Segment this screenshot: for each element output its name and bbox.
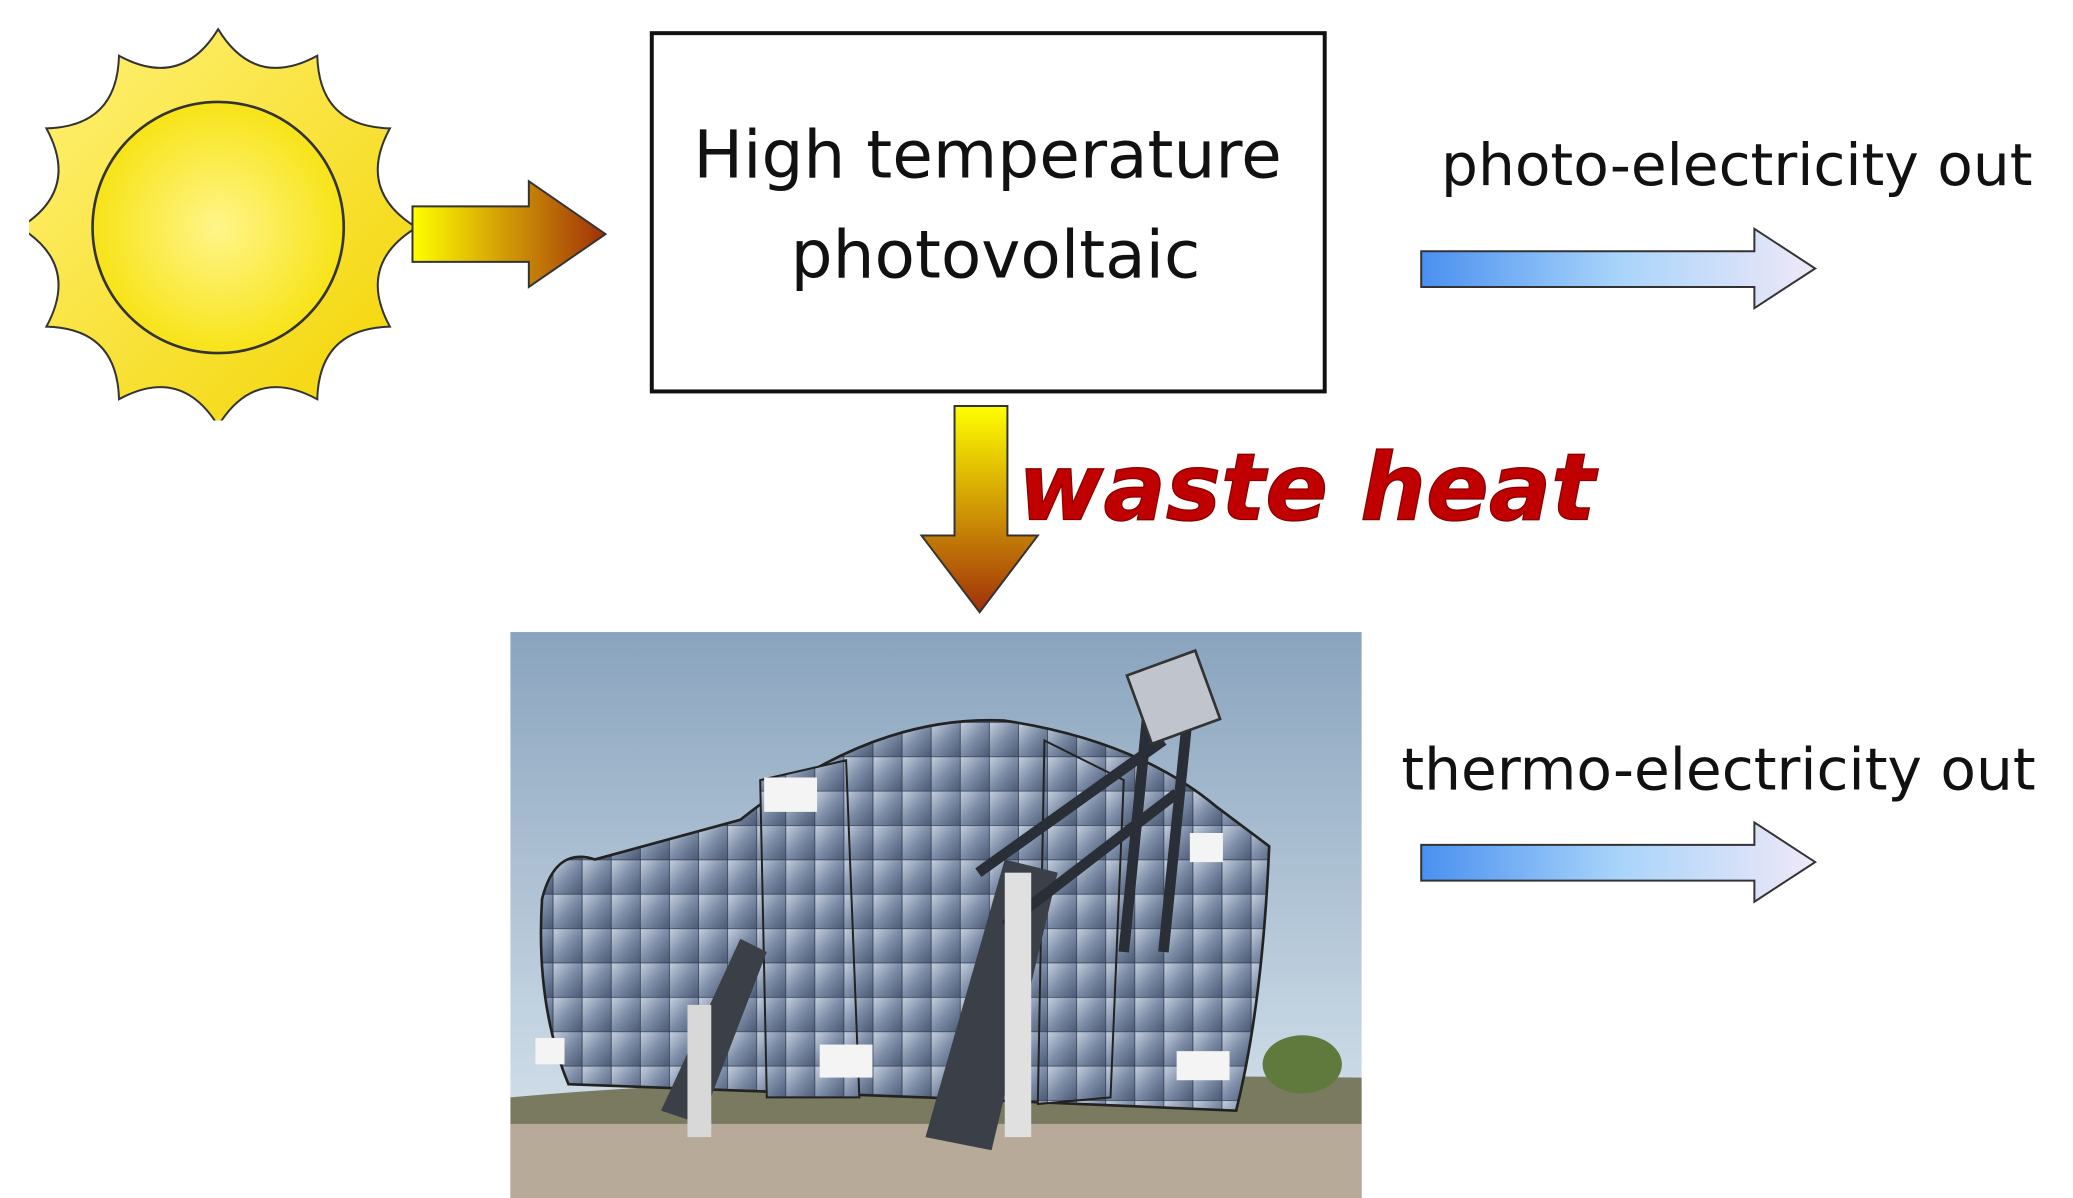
arrow-waste-heat: [919, 404, 1040, 614]
dish-photo: [510, 632, 1362, 1198]
arrow-thermo-out: [1420, 820, 1818, 904]
thermo-output-label: thermo-electricity out: [1401, 735, 2035, 803]
pv-box: [649, 31, 1327, 394]
photo-output-label: photo-electricity out: [1441, 131, 2032, 199]
sun-core: [91, 100, 346, 355]
sun: [29, 27, 419, 421]
waste-heat-label: waste heat: [1018, 434, 1599, 542]
arrow-sun-to-pv: [411, 179, 608, 289]
pv-label: High temperature: [693, 116, 1281, 193]
pv-label: photovoltaic: [791, 217, 1201, 294]
arrow-photo-out: [1420, 226, 1818, 310]
